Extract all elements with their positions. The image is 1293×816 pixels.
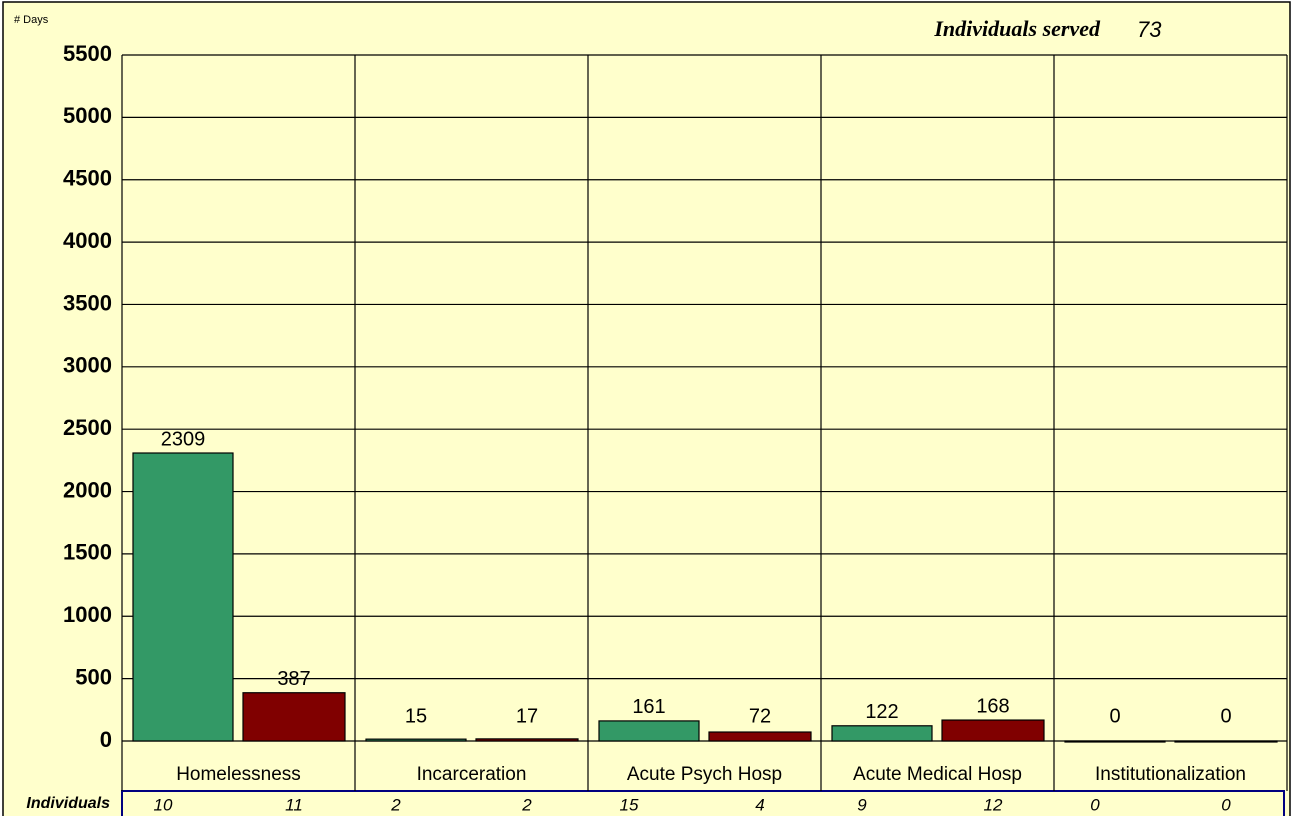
individuals-count: 0 [1090, 795, 1100, 814]
individuals-box [121, 790, 1285, 816]
bar [1174, 740, 1278, 743]
y-tick-label: 5000 [63, 103, 112, 128]
bar [475, 738, 579, 742]
individuals-count: 11 [285, 795, 303, 814]
individuals-count: 4 [755, 795, 764, 814]
x-tick-label: Homelessness [176, 764, 301, 785]
x-tick-label: Institutionalization [1095, 764, 1246, 785]
data-label: 0 [1109, 705, 1120, 727]
y-tick-label: 1500 [63, 540, 112, 565]
y-tick-label: 5500 [63, 41, 112, 66]
data-label: 0 [1220, 705, 1231, 727]
data-label: 122 [865, 701, 898, 723]
data-label: 387 [277, 668, 310, 690]
individuals-count: 10 [154, 795, 173, 814]
annotation-label: Individuals served [933, 16, 1101, 41]
data-label: 2309 [161, 428, 206, 450]
y-tick-label: 4500 [63, 166, 112, 191]
bar [831, 725, 933, 742]
data-label: 17 [516, 705, 538, 727]
bar [941, 719, 1045, 742]
y-tick-label: 2500 [63, 415, 112, 440]
individuals-label: Individuals [26, 795, 110, 812]
data-label: 168 [976, 695, 1009, 717]
bar [242, 692, 346, 742]
bar [598, 720, 700, 742]
y-tick-label: 3000 [63, 353, 112, 378]
data-label: 72 [749, 705, 771, 727]
bar [708, 731, 812, 742]
x-tick-label: Acute Psych Hosp [627, 764, 782, 785]
individuals-count: 2 [390, 795, 401, 814]
y-tick-label: 1000 [63, 602, 112, 627]
bar [1064, 740, 1166, 743]
y-tick-label: 2000 [63, 477, 112, 502]
individuals-count: 0 [1221, 795, 1231, 814]
y-tick-label: 3500 [63, 290, 112, 315]
data-label: 15 [405, 705, 427, 727]
individuals-count: 9 [857, 795, 867, 814]
data-label: 161 [632, 696, 665, 718]
x-tick-label: Incarceration [417, 764, 527, 785]
individuals-count: 15 [620, 795, 639, 814]
y-tick-label: 0 [100, 727, 112, 752]
bar [132, 452, 234, 742]
individuals-count: 12 [984, 795, 1003, 814]
individuals-count: 2 [521, 795, 532, 814]
annotation-value: 73 [1137, 17, 1162, 42]
bar [365, 738, 467, 742]
x-tick-label: Acute Medical Hosp [853, 764, 1022, 785]
y-tick-label: 4000 [63, 228, 112, 253]
y-axis-label: # Days [14, 14, 49, 26]
y-tick-label: 500 [75, 664, 112, 689]
